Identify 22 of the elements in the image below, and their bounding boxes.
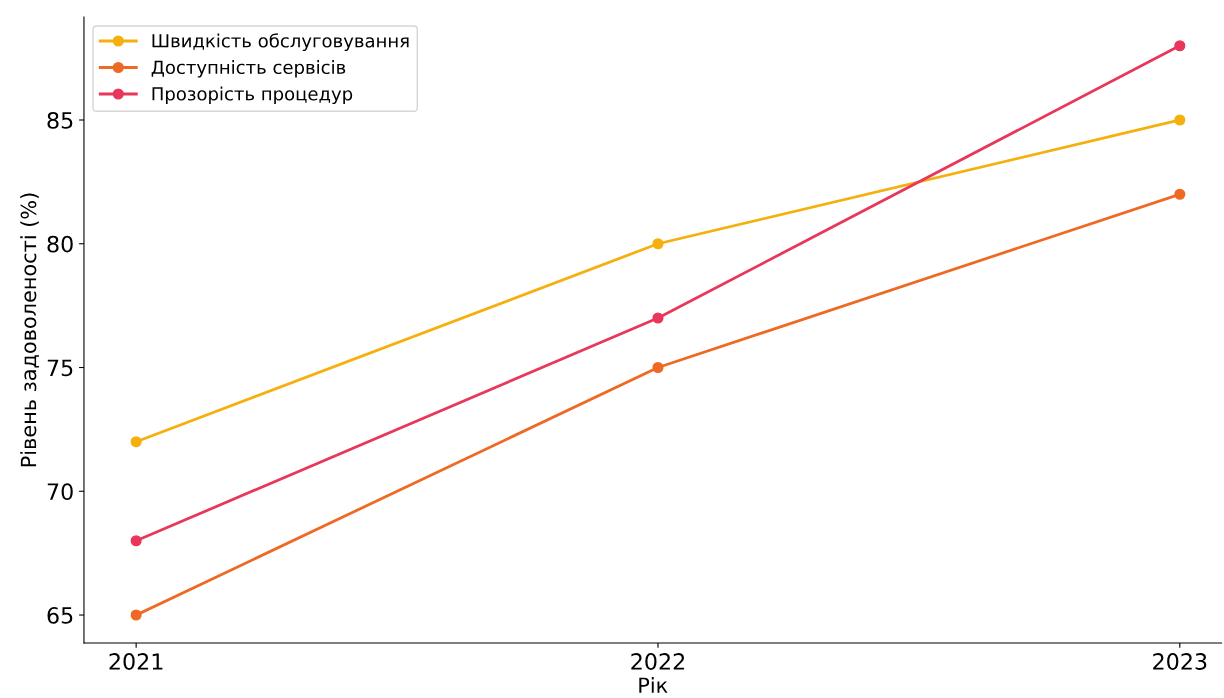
- point: [130, 436, 142, 448]
- y-tick-label: 70: [47, 483, 73, 501]
- point: [130, 609, 142, 621]
- legend-label: Швидкість обслуговування: [152, 33, 409, 52]
- y-tick-label: 75: [47, 359, 73, 377]
- x-tick-label: 2021: [109, 653, 163, 670]
- legend-label: Прозорість процедур: [152, 86, 353, 105]
- y-tick-label: 85: [47, 111, 73, 129]
- x-tick-label: 2022: [631, 653, 685, 670]
- y-tick-label: 65: [47, 606, 73, 624]
- point: [1174, 188, 1186, 200]
- point: [1174, 40, 1186, 52]
- point: [1174, 114, 1186, 126]
- x-axis-title: Рік: [639, 677, 668, 693]
- point: [652, 312, 664, 324]
- point: [652, 361, 664, 374]
- x-tick-label: 2023: [1153, 653, 1207, 670]
- y-axis-title: Рівень задоволеності (%): [20, 193, 39, 467]
- point: [130, 535, 142, 547]
- point: [652, 238, 664, 250]
- legend-label: Доступність сервісів: [151, 60, 346, 78]
- y-tick-label: 80: [47, 235, 73, 253]
